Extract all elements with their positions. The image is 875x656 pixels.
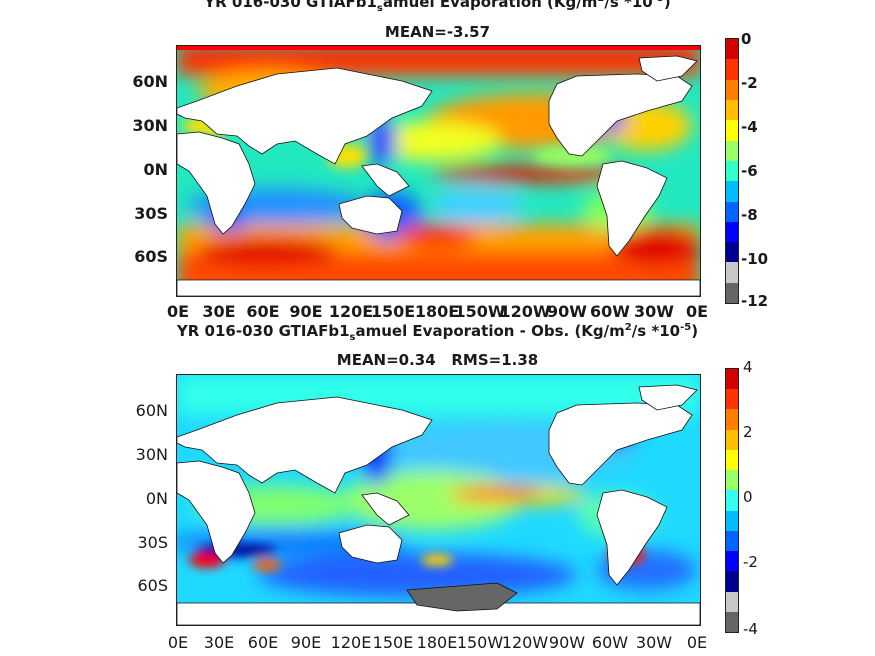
colorbar-segment [726, 99, 738, 121]
colorbar-segment [726, 490, 738, 511]
lon-label: 60W [591, 633, 629, 652]
colorbar-segment [726, 140, 738, 161]
lon-label: 120W [501, 633, 549, 652]
lat-label: 60N [132, 72, 168, 91]
colorbar-tick-label: -2 [743, 553, 758, 571]
lon-label: 60E [247, 633, 279, 652]
lat-label: 30N [132, 116, 168, 135]
lon-label: 30W [635, 633, 673, 652]
colorbar-segment [726, 429, 738, 450]
lon-label: 150E [370, 302, 416, 321]
lon-label: 180E [416, 633, 458, 652]
lat-label: 60S [137, 576, 168, 595]
lat-label: 30N [135, 445, 168, 464]
colorbar-segment [726, 591, 738, 612]
colorbar-segment [726, 39, 738, 60]
colorbar-segment [726, 282, 738, 304]
top-panel-stats: MEAN=-3.57 [384, 23, 491, 41]
colorbar-segment [726, 201, 738, 222]
colorbar-tick-label: -10 [741, 250, 769, 268]
bottom-evaporation-bias-map [176, 374, 701, 626]
colorbar-tick-label: -4 [741, 118, 758, 136]
top-panel-title: YR 016-030 GTIAFb1samuel Evaporation (Kg… [204, 0, 671, 14]
colorbar-tick-label: -2 [741, 74, 758, 92]
lon-label: 30E [202, 302, 236, 321]
lon-label: 90W [548, 633, 586, 652]
lon-label: 120E [330, 633, 372, 652]
colorbar-segment [726, 449, 738, 471]
colorbar-segment [726, 160, 738, 182]
colorbar-segment [726, 510, 738, 531]
lon-label: 120E [328, 302, 374, 321]
colorbar-segment [726, 389, 738, 410]
colorbar-segment [726, 262, 738, 283]
colorbar-segment [726, 470, 738, 491]
bottom-panel-title: YR 016-030 GTIAFb1samuel Evaporation - O… [176, 322, 699, 343]
colorbar-segment [726, 409, 738, 430]
lon-label: 60W [590, 302, 630, 321]
lon-label: 120W [499, 302, 551, 321]
bottom-colorbar [725, 368, 739, 633]
top-evaporation-map [176, 45, 701, 297]
lat-label: 0N [145, 489, 168, 508]
colorbar-segment [726, 59, 738, 80]
top-colorbar [725, 38, 739, 304]
lat-label: 30S [137, 533, 168, 552]
lon-label: 0E [685, 302, 709, 321]
colorbar-tick-label: 2 [743, 423, 753, 441]
lat-label: 30S [134, 204, 168, 223]
colorbar-segment [726, 221, 738, 243]
lon-label: 0E [166, 302, 190, 321]
colorbar-tick-label: 0 [741, 30, 752, 48]
colorbar-tick-label: -8 [741, 206, 758, 224]
lon-label: 30E [203, 633, 235, 652]
colorbar-tick-label: -12 [741, 292, 769, 310]
lat-label: 60N [135, 401, 168, 420]
lon-label: 90E [290, 633, 322, 652]
colorbar-segment [726, 181, 738, 202]
colorbar-segment [726, 551, 738, 572]
lon-label: 150W [456, 633, 504, 652]
colorbar-segment [726, 79, 738, 100]
colorbar-tick-label: 0 [743, 488, 753, 506]
lon-label: 150E [372, 633, 414, 652]
lon-label: 180E [414, 302, 460, 321]
lon-label: 0E [167, 633, 189, 652]
colorbar-segment [726, 369, 738, 390]
lon-label: 30W [634, 302, 674, 321]
colorbar-segment [726, 611, 738, 633]
colorbar-tick-label: -6 [741, 162, 758, 180]
bottom-panel-stats: MEAN=0.34 RMS=1.38 [336, 351, 539, 369]
colorbar-tick-label: 4 [743, 358, 753, 376]
lat-label: 0N [143, 160, 168, 179]
lon-label: 60E [246, 302, 280, 321]
colorbar-segment [726, 242, 738, 263]
colorbar-segment [726, 120, 738, 141]
colorbar-segment [726, 530, 738, 552]
lat-label: 60S [134, 247, 168, 266]
colorbar-tick-label: -4 [743, 620, 758, 638]
lon-label: 90W [547, 302, 587, 321]
lon-label: 150W [454, 302, 506, 321]
colorbar-segment [726, 571, 738, 592]
lon-label: 90E [289, 302, 323, 321]
lon-label: 0E [686, 633, 708, 652]
